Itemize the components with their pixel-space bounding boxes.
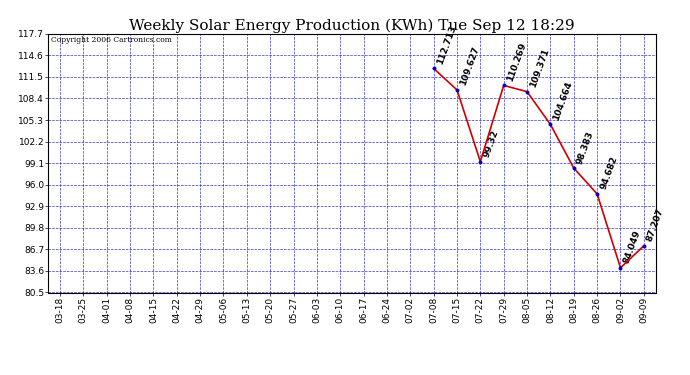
Point [638, 243, 649, 249]
Text: 87.207: 87.207 [645, 207, 666, 243]
Point [428, 66, 439, 72]
Text: 112.713: 112.713 [435, 24, 457, 66]
Text: Copyright 2006 Cartronics.com: Copyright 2006 Cartronics.com [51, 36, 172, 44]
Text: 98.383: 98.383 [575, 130, 595, 165]
Title: Weekly Solar Energy Production (KWh) Tue Sep 12 18:29: Weekly Solar Energy Production (KWh) Tue… [129, 18, 575, 33]
Point [591, 191, 602, 197]
Point [498, 82, 509, 88]
Text: 84.049: 84.049 [622, 229, 642, 265]
Text: 99.32: 99.32 [482, 129, 500, 159]
Point [545, 122, 556, 128]
Point [569, 165, 580, 171]
Text: 109.627: 109.627 [458, 45, 481, 87]
Point [475, 159, 486, 165]
Text: 104.664: 104.664 [552, 80, 574, 122]
Point [615, 265, 626, 271]
Text: 109.371: 109.371 [529, 47, 551, 89]
Text: 110.269: 110.269 [505, 41, 528, 82]
Point [451, 87, 462, 93]
Point [522, 88, 533, 94]
Text: 94.682: 94.682 [598, 155, 619, 191]
